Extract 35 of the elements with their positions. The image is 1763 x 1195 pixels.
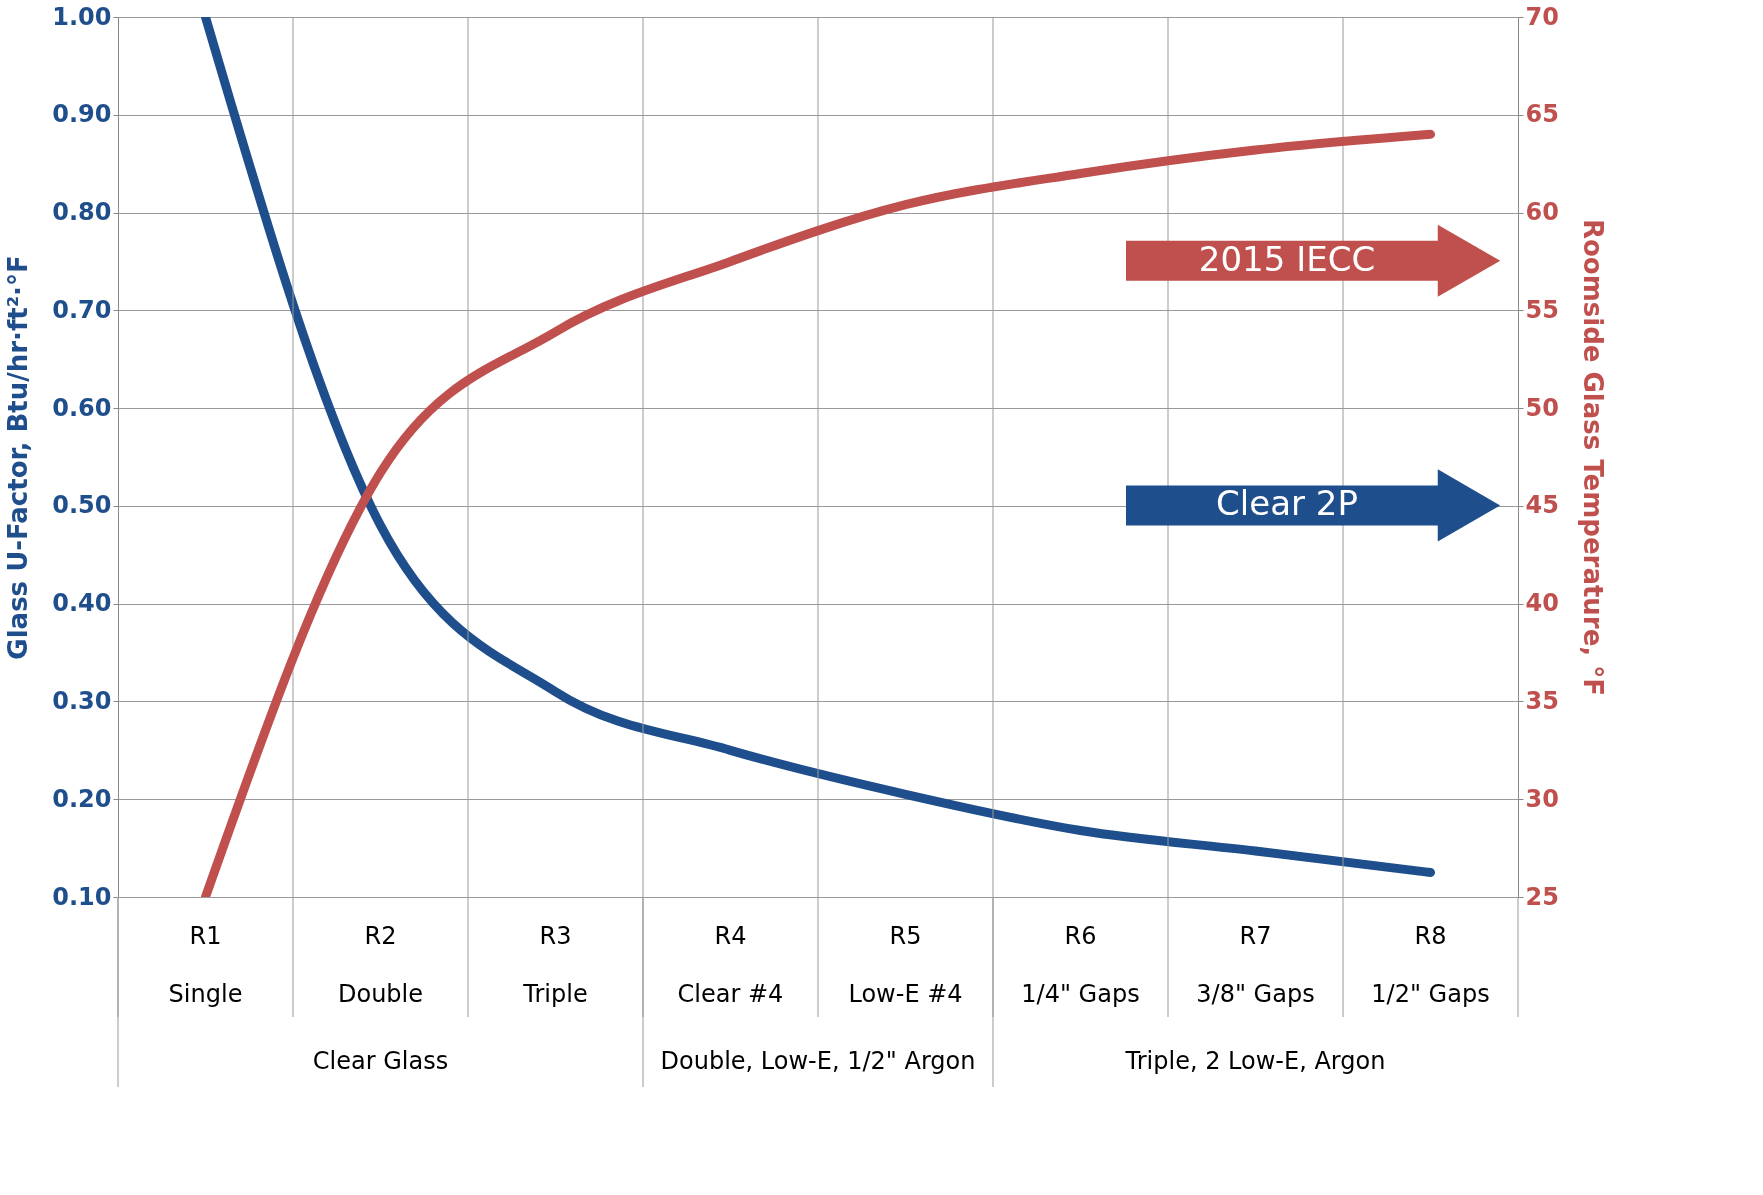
y-tick-label: 0.40 xyxy=(52,589,112,618)
text: Clear Glass xyxy=(312,1047,449,1075)
y-tick-label: 1.00 xyxy=(52,2,112,31)
category-label: R1 Single xyxy=(168,922,243,1008)
y2-tick-label: 55 xyxy=(1525,295,1559,324)
y-tick-label: 0.10 xyxy=(52,882,112,911)
y2-axis-title: Roomside Glass Temperature, °F xyxy=(1577,218,1608,697)
category-label: R3 Triple xyxy=(523,922,588,1008)
annotation: 2015 IECC xyxy=(1198,238,1376,279)
y-axis-title: Glass U-Factor, Btu/hr·ft²·°F xyxy=(3,255,34,660)
y2-tick-label: 35 xyxy=(1525,686,1559,715)
y2-tick-label: 40 xyxy=(1525,589,1559,618)
category-label: R7 3/8" Gaps xyxy=(1196,922,1315,1008)
y2-tick-label: 25 xyxy=(1525,882,1559,911)
y-tick-label: 0.50 xyxy=(52,491,112,520)
category-label: R4 Clear #4 xyxy=(677,922,784,1008)
text: Triple, 2 Low-E, Argon xyxy=(1124,1047,1386,1075)
y2-tick-label: 60 xyxy=(1525,198,1559,227)
y2-tick-label: 30 xyxy=(1525,784,1559,813)
category-label: R2 Double xyxy=(337,922,424,1008)
category-label: R6 1/4" Gaps xyxy=(1021,922,1140,1008)
y-tick-label: 0.90 xyxy=(52,100,112,129)
y2-tick-label: 45 xyxy=(1525,491,1559,520)
y-tick-label: 0.20 xyxy=(52,784,112,813)
y-tick-label: 0.30 xyxy=(52,686,112,715)
y2-tick-label: 50 xyxy=(1525,393,1559,422)
y-tick-label: 0.70 xyxy=(52,295,112,324)
annotation: Clear 2P xyxy=(1216,483,1358,524)
category-label: R5 Low-E #4 xyxy=(848,922,963,1008)
category-label: R8 1/2" Gaps xyxy=(1371,922,1490,1008)
y2-tick-label: 70 xyxy=(1525,2,1559,31)
text: Double, Low-E, 1/2" Argon xyxy=(660,1047,976,1075)
y-tick-label: 0.60 xyxy=(52,393,112,422)
y-tick-label: 0.80 xyxy=(52,198,112,227)
y2-tick-label: 65 xyxy=(1525,100,1559,129)
